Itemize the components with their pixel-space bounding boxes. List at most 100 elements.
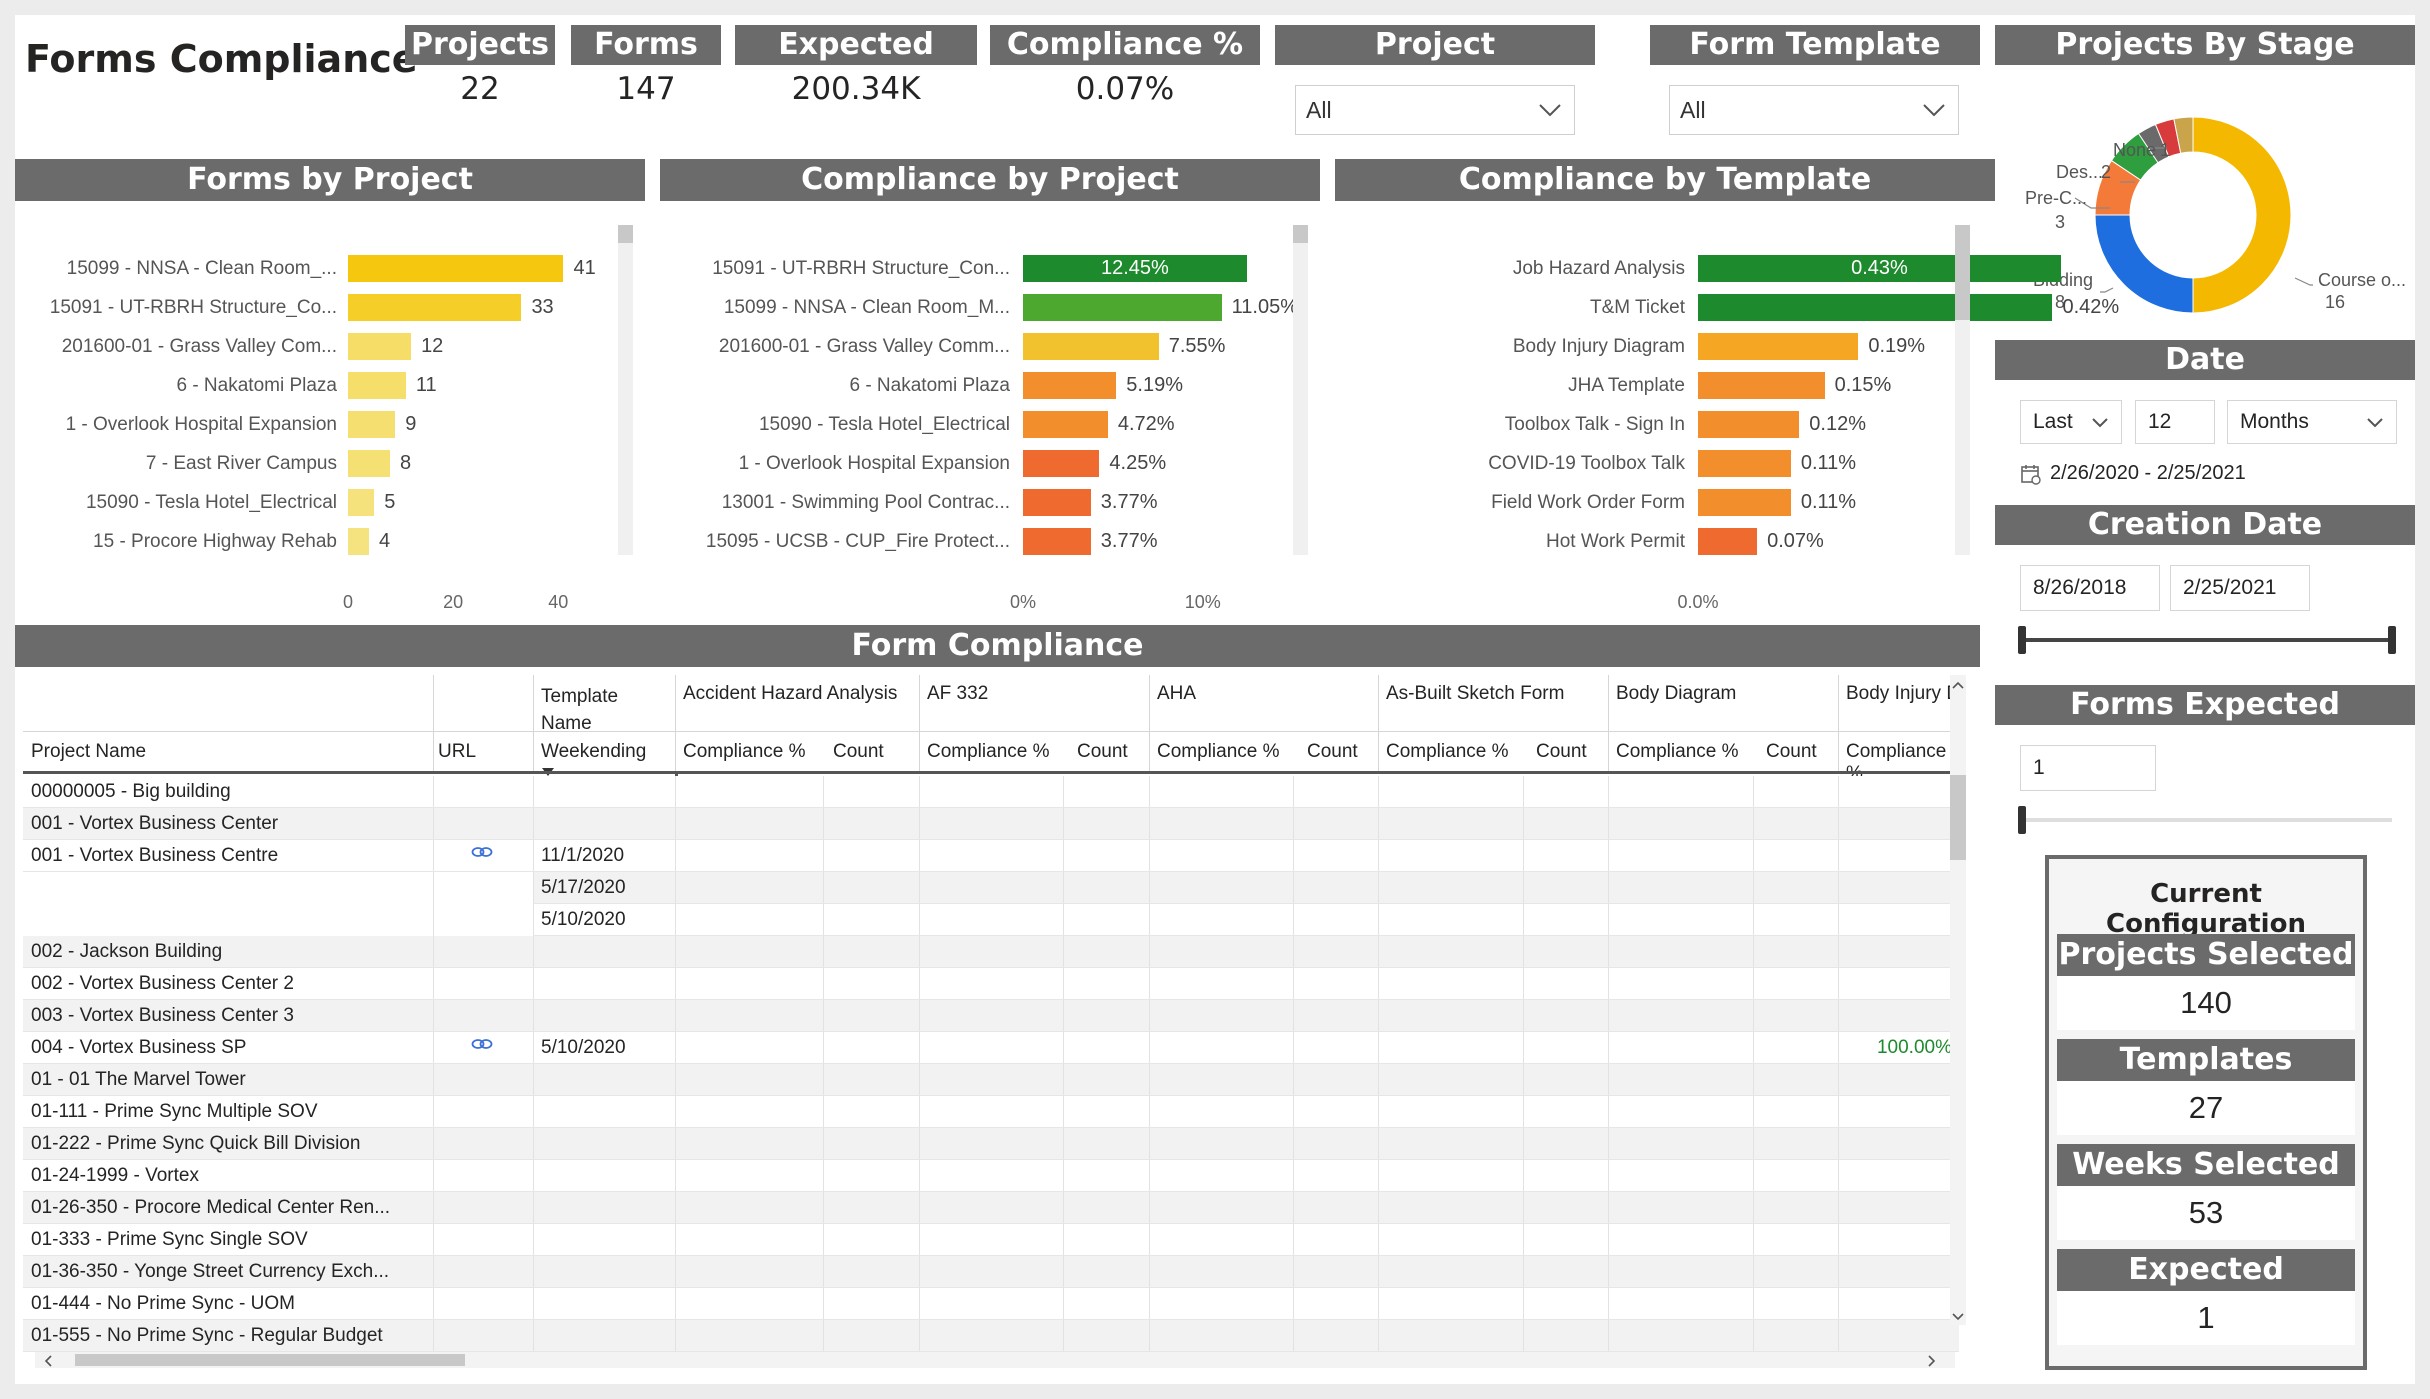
template-column-header[interactable]: Body Diagram [1616,683,1737,704]
bar[interactable] [1023,372,1117,399]
template-column-header[interactable]: AF 332 [927,683,989,704]
bar[interactable] [348,450,391,477]
creation-start-input[interactable]: 8/26/2018 [2020,565,2160,611]
bar[interactable] [1698,255,2061,282]
project-name-cell[interactable]: 01-222 - Prime Sync Quick Bill Division [31,1133,361,1154]
scroll-left-icon[interactable] [43,1355,53,1367]
table-row[interactable]: 01-26-350 - Procore Medical Center Ren..… [23,1192,1959,1224]
col-header-count[interactable]: Count [1307,741,1358,762]
bar[interactable] [1698,489,1791,516]
bar[interactable] [1698,411,1800,438]
project-name-cell[interactable]: 002 - Vortex Business Center 2 [31,973,294,994]
weekending-cell[interactable] [533,1256,673,1288]
table-row[interactable]: 5/17/2020 [23,872,1965,904]
col-header-count[interactable]: Count [1536,741,1587,762]
date-count-input[interactable]: 12 [2135,400,2215,444]
project-name-cell[interactable] [23,872,428,904]
bar[interactable] [1023,333,1159,360]
date-unit-select[interactable]: Months [2227,400,2397,444]
creation-date-slider-track[interactable] [2022,638,2392,642]
col-header-compliance[interactable]: Compliance % [1616,741,1739,762]
forms-expected-slider-track[interactable] [2022,818,2392,822]
compliance-value-cell[interactable]: 100.00% [1876,1037,1952,1058]
template-column-header[interactable]: Body Injury Diagram [1846,683,1965,704]
weekending-cell[interactable] [533,1224,673,1256]
weekending-cell[interactable] [533,808,673,840]
date-relative-select[interactable]: Last [2020,400,2122,444]
bar[interactable] [348,372,406,399]
weekending-cell[interactable] [533,1320,673,1352]
project-name-cell[interactable]: 001 - Vortex Business Centre [31,845,279,866]
project-name-cell[interactable]: 001 - Vortex Business Center [31,813,279,834]
table-row[interactable]: 004 - Vortex Business SP 5/10/2020 100.00% [23,1032,1959,1064]
table-row[interactable]: 5/10/2020 [23,904,1965,936]
donut-slice[interactable] [2192,116,2292,314]
bar[interactable] [1698,372,1825,399]
project-name-cell[interactable]: 01-26-350 - Procore Medical Center Ren..… [31,1197,391,1218]
weekending-cell[interactable] [533,1064,673,1096]
table-row[interactable]: 00000005 - Big building [23,776,1959,808]
weekending-cell[interactable] [533,1096,673,1128]
col-header-count[interactable]: Count [1077,741,1128,762]
col-header-compliance[interactable]: Compliance % [1157,741,1280,762]
creation-date-slider-end-handle[interactable] [2388,626,2396,654]
weekending-cell[interactable]: 11/1/2020 [541,845,625,866]
chart2-scrollbar[interactable] [1293,225,1308,555]
weekending-cell[interactable] [533,936,673,968]
bar[interactable] [1023,411,1108,438]
project-name-cell[interactable]: 004 - Vortex Business SP [31,1037,247,1058]
weekending-cell[interactable]: 5/10/2020 [541,909,626,930]
template-column-header[interactable]: Accident Hazard Analysis [683,683,898,704]
project-name-cell[interactable]: 00000005 - Big building [31,781,231,802]
weekending-cell[interactable] [533,1128,673,1160]
table-row[interactable]: 01-333 - Prime Sync Single SOV [23,1224,1959,1256]
table-row[interactable]: 01 - 01 The Marvel Tower [23,1064,1959,1096]
col-header-compliance[interactable]: Compliance % [1386,741,1509,762]
project-dropdown[interactable]: All [1295,85,1575,135]
bar[interactable] [1023,450,1100,477]
project-name-cell[interactable]: 01-111 - Prime Sync Multiple SOV [31,1101,318,1122]
chart3-scrollbar[interactable] [1955,225,1970,555]
table-row[interactable]: 001 - Vortex Business Centre 11/1/2020 [23,840,1959,872]
creation-end-input[interactable]: 2/25/2021 [2170,565,2310,611]
bar[interactable] [348,294,522,321]
weekending-cell[interactable] [533,1160,673,1192]
donut-slice[interactable] [2173,116,2194,154]
bar[interactable] [348,411,396,438]
table-row[interactable]: 01-36-350 - Yonge Street Currency Exch..… [23,1256,1959,1288]
chart1-scrollbar[interactable] [618,225,633,555]
project-name-cell[interactable]: 01-36-350 - Yonge Street Currency Exch..… [31,1261,390,1282]
col-header-count[interactable]: Count [1766,741,1817,762]
bar[interactable] [1698,450,1791,477]
weekending-cell[interactable] [533,1000,673,1032]
weekending-cell[interactable]: 5/17/2020 [541,877,626,898]
table-row[interactable]: 002 - Vortex Business Center 2 [23,968,1959,1000]
table-row[interactable]: 01-222 - Prime Sync Quick Bill Division [23,1128,1959,1160]
project-name-cell[interactable]: 01-333 - Prime Sync Single SOV [31,1229,308,1250]
table-row[interactable]: 01-444 - No Prime Sync - UOM [23,1288,1959,1320]
col-header-weekending[interactable]: Weekending [541,741,647,762]
matrix-horizontal-scrollbar[interactable] [35,1352,1955,1368]
weekending-cell[interactable]: 5/10/2020 [541,1037,626,1058]
table-row[interactable]: 001 - Vortex Business Center [23,808,1959,840]
template-column-header[interactable]: As-Built Sketch Form [1386,683,1565,704]
scroll-up-icon[interactable] [1952,680,1964,690]
col-header-compliance[interactable]: Compliance % [683,741,806,762]
project-name-cell[interactable]: 01 - 01 The Marvel Tower [31,1069,246,1090]
scroll-right-icon[interactable] [1927,1355,1937,1367]
weekending-cell[interactable] [533,776,673,808]
weekending-cell[interactable] [533,1192,673,1224]
link-icon[interactable] [471,845,493,859]
table-row[interactable]: 003 - Vortex Business Center 3 [23,1000,1959,1032]
bar[interactable] [1023,255,1247,282]
bar[interactable] [1023,294,1222,321]
creation-date-slider-start-handle[interactable] [2018,626,2026,654]
project-name-cell[interactable]: 01-555 - No Prime Sync - Regular Budget [31,1325,383,1346]
project-name-cell[interactable]: 003 - Vortex Business Center 3 [31,1005,294,1026]
matrix-vertical-scrollbar[interactable] [1950,675,1966,1325]
bar[interactable] [1023,489,1091,516]
bar[interactable] [1698,528,1758,555]
bar[interactable] [348,528,370,555]
table-row[interactable]: 01-555 - No Prime Sync - Regular Budget [23,1320,1959,1352]
bar[interactable] [1698,333,1859,360]
